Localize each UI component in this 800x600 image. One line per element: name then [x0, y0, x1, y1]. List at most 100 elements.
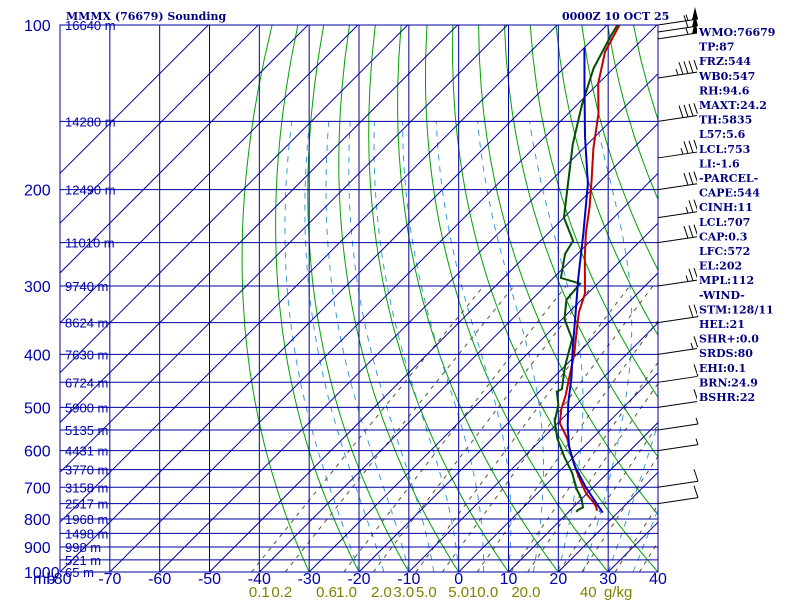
stat-item: RH:94.6	[699, 84, 750, 97]
isotherm	[60, 25, 209, 175]
isotherm	[60, 25, 409, 374]
stat-item: CINH:11	[699, 201, 753, 214]
stat-bg	[697, 201, 767, 214]
mixing-ratio-line	[251, 285, 485, 572]
pressure-label: 600	[24, 444, 51, 461]
stat-bg	[697, 113, 767, 126]
stat-item: BSHR:22	[699, 391, 755, 404]
height-label: 5135 m	[65, 423, 108, 438]
mixing-ratio-label: g/kg	[604, 584, 632, 600]
height-label: 9740 m	[65, 279, 108, 294]
wind-barb	[657, 14, 699, 33]
series-layer	[553, 25, 621, 514]
stat-item: LFC:572	[699, 245, 750, 258]
stat-bg	[697, 391, 767, 403]
temp-tick-label: -30	[298, 571, 321, 588]
barb-staff	[657, 25, 699, 33]
stat-item: -PARCEL-	[699, 172, 758, 185]
stat-bg	[697, 84, 767, 97]
stat-item: MPL:112	[699, 274, 754, 287]
stat-bg	[697, 245, 767, 257]
barb-staff	[657, 375, 699, 383]
stat-bg	[697, 157, 767, 170]
isotherm	[60, 25, 359, 324]
barb-full	[688, 305, 694, 318]
grid-layer	[59, 24, 800, 573]
dry-adiabat	[788, 25, 800, 572]
barb-staff	[657, 480, 699, 488]
barb-full	[683, 226, 689, 239]
barb-flag	[692, 14, 698, 28]
barb-staff	[657, 279, 699, 287]
barb-full	[688, 200, 694, 213]
height-label: 3770 m	[65, 463, 108, 478]
barb-staff	[657, 18, 699, 26]
stat-bg	[697, 172, 767, 184]
barb-half	[695, 417, 699, 425]
mixing-ratio-label: 10.0	[469, 584, 498, 600]
height-label: 521 m	[65, 553, 101, 568]
barb-full	[688, 172, 694, 185]
mixing-ratio-label: 0.1	[249, 584, 270, 600]
wind-barb	[657, 7, 699, 26]
barb-staff	[657, 151, 699, 159]
moist-adiabat	[529, 121, 584, 572]
barb-full	[683, 61, 689, 74]
barb-full	[688, 60, 694, 73]
mixing-ratio-label: 1.0	[336, 584, 357, 600]
barb-full	[688, 103, 694, 117]
isotherm	[408, 322, 658, 572]
temp-tick-label: 30	[599, 571, 617, 588]
stat-bg	[697, 69, 767, 82]
stat-bg	[697, 142, 767, 155]
isotherm	[458, 371, 658, 572]
barb-full	[683, 104, 689, 117]
stat-item: SRDS:80	[699, 347, 753, 360]
barb-full	[688, 268, 694, 281]
height-label: 6724 m	[65, 375, 108, 390]
wind-barb	[657, 438, 699, 452]
stat-bg	[697, 303, 767, 316]
height-label: 12490 m	[65, 183, 116, 198]
barb-full	[683, 141, 689, 154]
barb-half	[695, 438, 699, 445]
stat-item: WB0:547	[698, 70, 755, 83]
stat-item: CAPE:544	[699, 187, 760, 200]
temp-tick-label: 0	[454, 571, 463, 588]
stat-bg	[697, 347, 767, 360]
pressure-label: 700	[24, 480, 51, 497]
stat-item: CAP:0.3	[699, 230, 747, 243]
plot-frame	[59, 24, 659, 573]
stat-bg	[697, 361, 767, 374]
temp-tick-label: -60	[148, 571, 171, 588]
wind-barb	[657, 20, 699, 40]
height-label: 8624 m	[65, 316, 108, 331]
barb-full	[693, 336, 699, 349]
height-label: 7630 m	[65, 347, 108, 362]
stat-item: MAXT:24.2	[699, 99, 767, 112]
temp-tick-label: -50	[198, 571, 221, 588]
stat-item: LCL:707	[699, 216, 750, 229]
height-label: 16640 m	[65, 18, 116, 33]
parcel-line	[566, 47, 604, 514]
wind-barb	[657, 224, 699, 244]
temp-tick-label: 40	[649, 571, 667, 588]
barb-staff	[657, 183, 699, 191]
temp-tick-label: 20	[549, 571, 567, 588]
stat-item: FRZ:544	[699, 55, 751, 68]
stat-item: -WIND-	[699, 289, 745, 302]
barb-full	[688, 225, 694, 238]
height-label: 5900 m	[65, 400, 108, 415]
stat-item: EL:202	[699, 260, 742, 273]
barb-staff	[657, 114, 699, 122]
temp-tick-label: -20	[347, 571, 370, 588]
barb-staff	[657, 236, 699, 244]
mixing-ratio-line	[284, 285, 515, 572]
barb-full	[683, 173, 689, 186]
mixing-ratio-label: 0.6	[316, 584, 337, 600]
pressure-label: 200	[24, 183, 51, 200]
moist-adiabat	[607, 421, 658, 572]
isotherm	[60, 25, 558, 523]
